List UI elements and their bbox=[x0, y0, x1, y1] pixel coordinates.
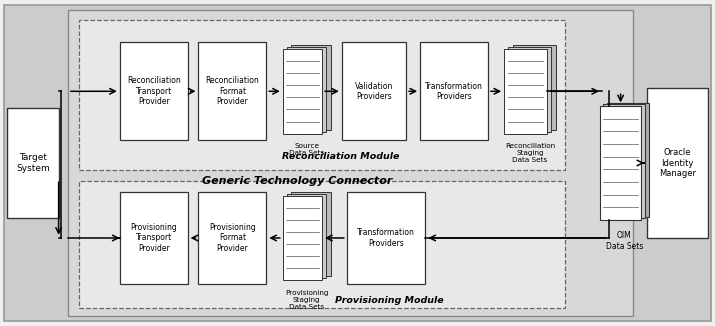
Bar bbox=[647, 88, 708, 238]
Bar bbox=[282, 196, 322, 280]
Bar bbox=[291, 45, 330, 130]
Bar bbox=[68, 10, 633, 316]
Text: Validation
Providers: Validation Providers bbox=[355, 82, 393, 101]
Text: Provisioning Module: Provisioning Module bbox=[335, 296, 443, 305]
Text: Provisioning
Transport
Provider: Provisioning Transport Provider bbox=[130, 223, 177, 253]
Text: Source
Data Sets: Source Data Sets bbox=[289, 143, 325, 156]
Text: Reconciliation
Format
Provider: Reconciliation Format Provider bbox=[205, 76, 260, 106]
Bar bbox=[7, 108, 59, 218]
Text: Target
System: Target System bbox=[16, 153, 50, 173]
Bar bbox=[79, 20, 565, 170]
Text: Reconciliation
Staging
Data Sets: Reconciliation Staging Data Sets bbox=[505, 143, 555, 163]
Bar bbox=[287, 47, 326, 132]
Bar bbox=[508, 47, 551, 132]
Bar bbox=[504, 49, 547, 134]
Text: Oracle
Identity
Manager: Oracle Identity Manager bbox=[659, 148, 696, 178]
Bar bbox=[603, 104, 645, 218]
Bar bbox=[119, 192, 187, 284]
Bar bbox=[287, 194, 326, 278]
Text: Transformation
Providers: Transformation Providers bbox=[358, 228, 415, 248]
Bar bbox=[420, 42, 488, 140]
Bar bbox=[282, 49, 322, 134]
Bar bbox=[347, 192, 425, 284]
Bar bbox=[119, 42, 187, 140]
Text: Generic Technology Connector: Generic Technology Connector bbox=[202, 176, 392, 186]
Text: Reconciliation
Transport
Provider: Reconciliation Transport Provider bbox=[127, 76, 181, 106]
Bar bbox=[199, 42, 267, 140]
Bar bbox=[513, 45, 556, 130]
Text: Provisioning
Format
Provider: Provisioning Format Provider bbox=[209, 223, 256, 253]
Bar bbox=[79, 181, 565, 308]
Text: Provisioning
Staging
Data Sets: Provisioning Staging Data Sets bbox=[285, 290, 328, 310]
Text: Reconciliation Module: Reconciliation Module bbox=[282, 152, 400, 161]
Bar bbox=[600, 106, 641, 220]
Text: OIM
Data Sets: OIM Data Sets bbox=[606, 231, 643, 251]
Bar bbox=[291, 192, 330, 276]
Bar bbox=[342, 42, 406, 140]
Text: Transformation
Providers: Transformation Providers bbox=[425, 82, 483, 101]
Bar bbox=[607, 103, 649, 217]
Bar bbox=[199, 192, 267, 284]
